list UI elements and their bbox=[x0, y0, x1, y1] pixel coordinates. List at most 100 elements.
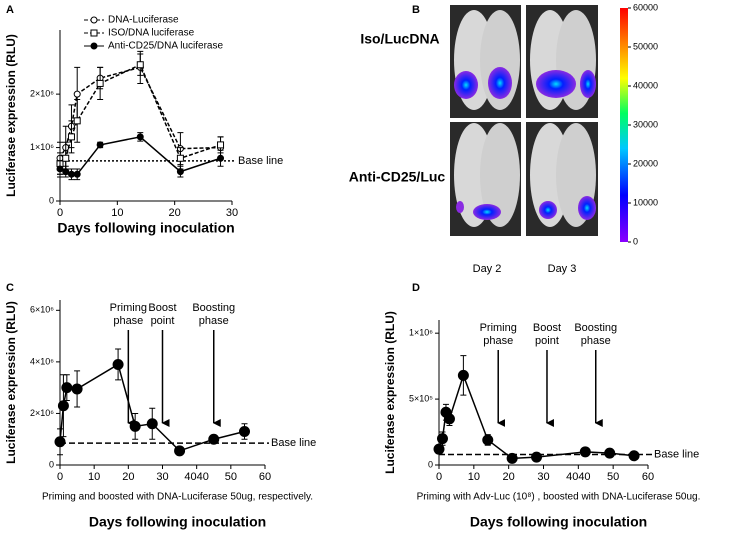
point bbox=[174, 445, 186, 457]
panel-letter: C bbox=[6, 282, 14, 294]
x-axis-title: Days following inoculation bbox=[89, 514, 266, 530]
x-axis-title: Days following inoculation bbox=[470, 514, 647, 530]
legend-marker bbox=[90, 16, 98, 24]
series-line bbox=[59, 136, 221, 176]
point bbox=[531, 451, 543, 463]
x-tick-label: 10 bbox=[111, 207, 123, 219]
legend-label: Anti-CD25/DNA luciferase bbox=[108, 41, 223, 52]
colorbar-label: 40000 bbox=[633, 80, 658, 90]
baseline-label: Base line bbox=[654, 448, 699, 460]
point bbox=[146, 418, 158, 430]
x-tick-label: 60 bbox=[259, 471, 271, 483]
point bbox=[436, 433, 448, 445]
point bbox=[506, 452, 518, 464]
y-axis-title: Luciferase expression (RLU) bbox=[4, 34, 18, 197]
annotation: point bbox=[151, 315, 175, 327]
annotation: Priming bbox=[480, 322, 517, 334]
legend-label: DNA-Luciferase bbox=[108, 15, 179, 26]
annotation: phase bbox=[581, 335, 611, 347]
y-tick-label: 1×10⁶ bbox=[409, 328, 433, 338]
x-tick-label: 0 bbox=[57, 207, 63, 219]
point bbox=[176, 168, 184, 176]
point bbox=[136, 133, 144, 141]
panel-letter: A bbox=[6, 4, 14, 16]
note: Priming and boosted with DNA-Luciferase … bbox=[42, 492, 313, 503]
point bbox=[217, 141, 225, 149]
colorbar-label: 60000 bbox=[633, 2, 658, 12]
point bbox=[217, 154, 225, 162]
x-tick-label: 30 bbox=[156, 471, 168, 483]
baseline-label: Base line bbox=[238, 155, 283, 167]
point bbox=[433, 443, 445, 455]
point bbox=[112, 358, 124, 370]
point bbox=[67, 133, 75, 141]
point bbox=[73, 90, 81, 98]
baseline-label: Base line bbox=[271, 437, 316, 449]
panel-letter: B bbox=[412, 4, 420, 16]
x-tick-label: 20 bbox=[122, 471, 134, 483]
y-tick-label: 0 bbox=[49, 459, 54, 469]
point bbox=[96, 79, 104, 87]
point bbox=[54, 436, 66, 448]
y-tick-label: 1×10⁶ bbox=[30, 142, 54, 152]
x-tick-label: 4040 bbox=[184, 471, 208, 483]
colorbar-label: 0 bbox=[633, 236, 638, 246]
y-tick-label: 5×10⁵ bbox=[409, 393, 433, 403]
x-tick-label: 30 bbox=[226, 207, 238, 219]
annotation: point bbox=[535, 335, 559, 347]
point bbox=[628, 450, 640, 462]
y-tick-label: 6×10⁶ bbox=[30, 305, 54, 315]
point bbox=[62, 154, 70, 162]
annotation: Boosting bbox=[574, 322, 617, 334]
point bbox=[57, 400, 69, 412]
x-tick-label: 0 bbox=[57, 471, 63, 483]
annotation: Boost bbox=[533, 322, 561, 334]
column-label: Day 2 bbox=[473, 263, 502, 275]
annotation: Boost bbox=[148, 302, 176, 314]
x-tick-label: 50 bbox=[225, 471, 237, 483]
y-tick-label: 0 bbox=[49, 195, 54, 205]
point bbox=[579, 446, 591, 458]
point bbox=[73, 170, 81, 178]
point bbox=[604, 447, 616, 459]
series-line bbox=[59, 363, 245, 452]
point bbox=[482, 434, 494, 446]
point bbox=[73, 117, 81, 125]
x-tick-label: 30 bbox=[537, 471, 549, 483]
x-tick-label: 20 bbox=[169, 207, 181, 219]
series-line bbox=[59, 66, 221, 159]
point bbox=[67, 170, 75, 178]
annotation: phase bbox=[199, 315, 229, 327]
x-tick-label: 10 bbox=[468, 471, 480, 483]
point bbox=[56, 165, 64, 173]
row-label: Iso/LucDNA bbox=[360, 31, 439, 47]
annotation: Boosting bbox=[192, 302, 235, 314]
column-label: Day 3 bbox=[548, 263, 577, 275]
colorbar-label: 50000 bbox=[633, 41, 658, 51]
y-tick-label: 2×10⁶ bbox=[30, 89, 54, 99]
point bbox=[208, 433, 220, 445]
y-axis-title: Luciferase expression (RLU) bbox=[383, 311, 397, 474]
annotation: Priming bbox=[110, 302, 147, 314]
mouse-images bbox=[450, 5, 628, 242]
x-tick-label: 50 bbox=[607, 471, 619, 483]
legend-marker bbox=[90, 29, 98, 37]
series-line bbox=[438, 373, 635, 460]
y-tick-label: 2×10⁶ bbox=[30, 408, 54, 418]
x-tick-label: 4040 bbox=[566, 471, 590, 483]
panel-letter: D bbox=[412, 282, 420, 294]
point bbox=[136, 61, 144, 69]
point bbox=[176, 154, 184, 162]
annotation: phase bbox=[113, 315, 143, 327]
x-tick-label: 20 bbox=[503, 471, 515, 483]
point bbox=[457, 369, 469, 381]
note: Priming with Adv-Luc (10⁸) , boosted wit… bbox=[417, 492, 701, 503]
x-tick-label: 10 bbox=[88, 471, 100, 483]
point bbox=[62, 168, 70, 176]
y-axis-title: Luciferase expression (RLU) bbox=[4, 301, 18, 464]
legend-marker bbox=[90, 42, 98, 50]
series-line bbox=[59, 63, 221, 165]
y-tick-label: 4×10⁶ bbox=[30, 356, 54, 366]
colorbar-label: 30000 bbox=[633, 119, 658, 129]
